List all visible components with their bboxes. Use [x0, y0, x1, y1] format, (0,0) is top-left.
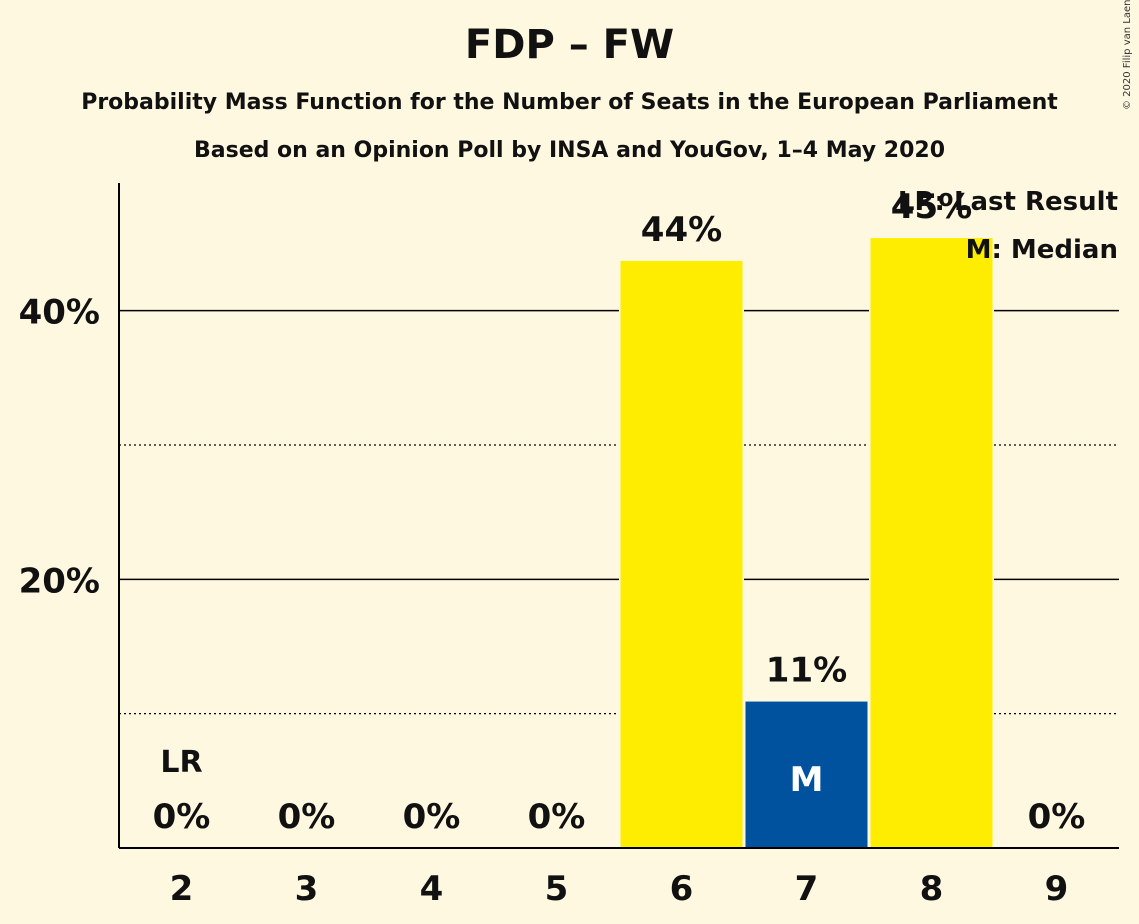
x-tick-label: 9 — [1045, 869, 1069, 909]
legend-median: M: Median — [966, 235, 1118, 265]
bar — [745, 701, 868, 848]
x-tick-label: 7 — [795, 869, 819, 909]
chart-subtitle-source: Based on an Opinion Poll by INSA and You… — [193, 138, 946, 163]
y-tick-label: 40% — [19, 293, 100, 333]
median-marker: M — [790, 760, 824, 800]
x-tick-label: 2 — [170, 869, 194, 909]
bar-value-label: 11% — [766, 651, 847, 691]
bar — [870, 238, 993, 848]
bar-value-label: 0% — [1028, 797, 1086, 837]
bar-value-label: 0% — [528, 797, 586, 837]
x-tick-label: 3 — [295, 869, 319, 909]
bar — [620, 260, 743, 848]
chart-title: FDP – FW — [464, 22, 675, 68]
legend-last-result: LR: Last Result — [898, 187, 1118, 217]
x-tick-label: 4 — [420, 869, 444, 909]
x-tick-label: 5 — [545, 869, 569, 909]
x-tick-label: 6 — [670, 869, 694, 909]
y-tick-label: 20% — [19, 561, 100, 601]
chart-subtitle: Probability Mass Function for the Number… — [81, 90, 1058, 115]
bar-value-label: 0% — [278, 797, 336, 837]
bar-value-label: 0% — [403, 797, 461, 837]
bar-value-label: 0% — [153, 797, 211, 837]
bar-value-label: 44% — [641, 210, 722, 250]
x-tick-label: 8 — [920, 869, 944, 909]
bar-value-label: 45% — [891, 187, 972, 227]
last-result-marker: LR — [160, 745, 202, 780]
